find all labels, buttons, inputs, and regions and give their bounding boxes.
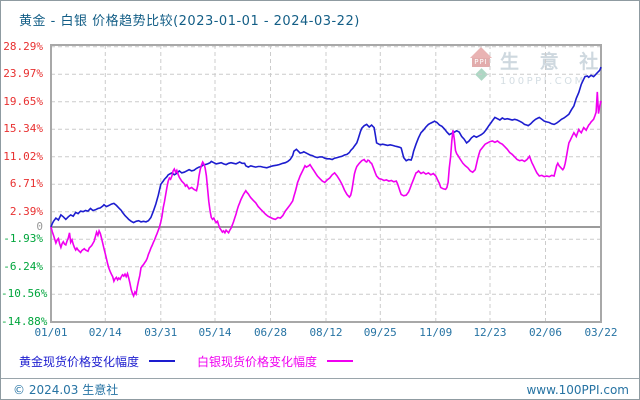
x-axis-label: 11/09 bbox=[419, 326, 453, 339]
watermark-brand: 生 意 社 bbox=[500, 51, 606, 73]
roof-icon bbox=[470, 47, 492, 58]
page-title: 黄金 - 白银 价格趋势比较(2023-01-01 - 2024-03-22) bbox=[19, 14, 360, 29]
y-axis: 28.29% 23.97% 19.65% 15.34% 11.02% 6.71% 2.39%… bbox=[1, 1, 48, 349]
y-axis-label: -1.93% bbox=[3, 232, 43, 246]
x-axis-label: 01/01 bbox=[34, 326, 68, 339]
chart-area: PPI 生 意 社 100PPI.COM 28.29% 23.97% 19.65% 1… bbox=[1, 1, 639, 349]
watermark-logo-icon: PPI bbox=[469, 47, 493, 87]
x-axis: 01/01 02/14 03/31 05/14 06/28 08/12 09/25 11/09… bbox=[1, 326, 639, 340]
watermark-text: 生 意 社 100PPI.COM bbox=[500, 47, 605, 87]
y-axis-label: 19.65% bbox=[3, 94, 43, 108]
legend-line-gold-icon bbox=[149, 360, 176, 362]
y-axis-label: -14.88% bbox=[1, 314, 48, 328]
x-axis-label: 06/28 bbox=[253, 326, 288, 339]
legend-label-silver: 白银现货价格变化幅度 bbox=[197, 354, 318, 369]
x-axis-label: 08/12 bbox=[309, 326, 343, 339]
x-axis-label: 02/14 bbox=[88, 326, 122, 339]
legend: 黄金现货价格变化幅度 白银现货价格变化幅度 bbox=[19, 353, 354, 369]
y-axis-label: -6.24% bbox=[3, 259, 43, 273]
legend-line-silver-icon bbox=[327, 360, 354, 362]
watermark: PPI 生 意 社 100PPI.COM bbox=[469, 47, 605, 87]
x-axis-label: 02/06 bbox=[528, 326, 563, 339]
y-axis-label: 6.71% bbox=[9, 177, 43, 191]
y-axis-label: 0 bbox=[36, 220, 43, 234]
website-link[interactable]: www.100PPI.com bbox=[526, 382, 629, 397]
x-axis-label: 03/31 bbox=[144, 326, 178, 339]
y-axis-label: 2.39% bbox=[9, 204, 43, 218]
line-chart bbox=[50, 44, 602, 323]
copyright-text: © 2024.03 生意社 bbox=[13, 383, 119, 397]
watermark-domain: 100PPI.COM bbox=[500, 76, 586, 87]
y-axis-label: 28.29% bbox=[3, 39, 43, 53]
ppi-badge: PPI bbox=[472, 58, 490, 67]
x-axis-label: 12/23 bbox=[473, 326, 507, 339]
y-axis-label: 11.02% bbox=[3, 149, 43, 163]
y-axis-label: -10.56% bbox=[1, 287, 48, 301]
footer: © 2024.03 生意社 www.100PPI.com bbox=[1, 378, 639, 399]
y-axis-label: 15.34% bbox=[3, 122, 43, 136]
x-axis-label: 05/14 bbox=[198, 326, 232, 339]
x-axis-label: 03/22 bbox=[584, 326, 618, 339]
x-axis-label: 09/25 bbox=[363, 326, 397, 339]
legend-label-gold: 黄金现货价格变化幅度 bbox=[19, 354, 140, 369]
y-axis-label: 23.97% bbox=[3, 67, 43, 81]
